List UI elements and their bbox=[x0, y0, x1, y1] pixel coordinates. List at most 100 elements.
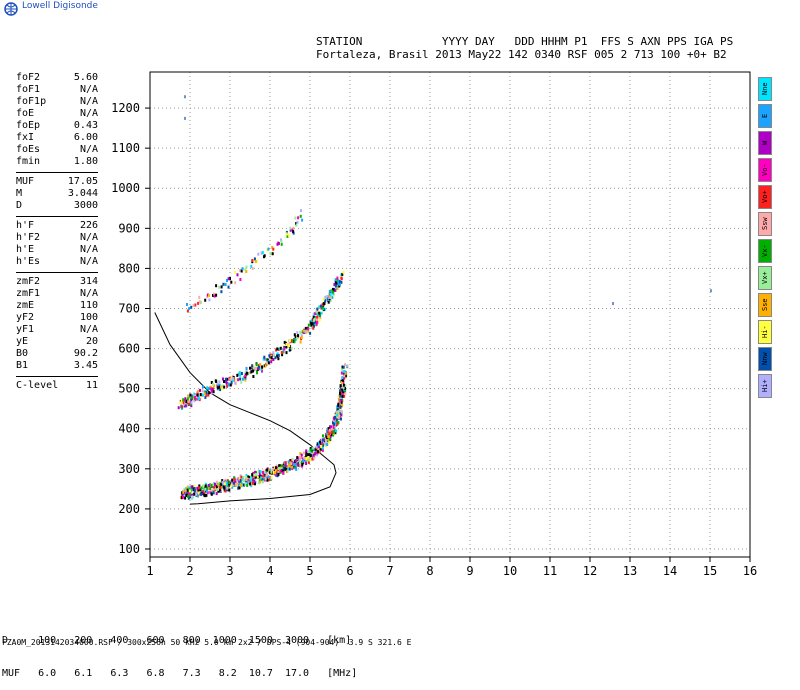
echo-point bbox=[227, 285, 230, 289]
echo-point bbox=[251, 473, 254, 477]
echo-point bbox=[280, 240, 283, 244]
echo-point bbox=[259, 480, 262, 484]
echo-point bbox=[240, 380, 243, 384]
echo-point bbox=[190, 398, 193, 402]
echo-point bbox=[185, 493, 188, 497]
echo-point bbox=[333, 417, 336, 421]
echo-point bbox=[177, 406, 180, 410]
echo-point bbox=[238, 482, 241, 486]
echo-point bbox=[204, 392, 207, 396]
echo-point bbox=[293, 338, 295, 342]
echo-point bbox=[342, 390, 345, 394]
y-tick-label: 300 bbox=[118, 462, 140, 476]
echo-point bbox=[249, 371, 251, 375]
param-name: zmE bbox=[16, 300, 35, 311]
echo-point bbox=[300, 335, 303, 339]
echo-point bbox=[275, 473, 278, 477]
echo-point bbox=[192, 485, 195, 489]
param-row: zmE 110 bbox=[16, 300, 98, 312]
echo-point bbox=[285, 468, 288, 472]
echo-point bbox=[336, 422, 339, 426]
echo-point bbox=[276, 352, 279, 356]
echo-point bbox=[223, 380, 225, 383]
echo-point bbox=[220, 482, 223, 486]
echo-point bbox=[307, 453, 310, 456]
echo-point bbox=[252, 375, 255, 378]
echo-point bbox=[322, 434, 324, 438]
echo-point bbox=[267, 475, 270, 479]
echo-point bbox=[196, 494, 199, 498]
echo-point bbox=[187, 397, 190, 401]
echo-point bbox=[250, 264, 253, 268]
echo-point bbox=[326, 295, 329, 298]
echo-point bbox=[213, 294, 216, 298]
echo-point bbox=[267, 359, 270, 363]
echo-point bbox=[218, 385, 221, 389]
echo-point bbox=[341, 365, 344, 369]
echo-point bbox=[289, 461, 291, 465]
echo-point bbox=[315, 445, 318, 449]
echo-point bbox=[316, 442, 319, 446]
echo-point bbox=[198, 295, 201, 299]
echo-point bbox=[333, 422, 336, 426]
echo-point bbox=[311, 457, 314, 461]
x-tick-label: 5 bbox=[306, 564, 313, 578]
echo-point bbox=[246, 480, 249, 484]
echo-point bbox=[214, 379, 217, 383]
echo-point bbox=[185, 489, 188, 493]
muf-table: D 100 200 400 600 800 1000 1500 3000 [km… bbox=[2, 613, 357, 690]
echo-point bbox=[249, 478, 252, 482]
echo-point bbox=[191, 395, 194, 399]
echo-point bbox=[265, 361, 268, 365]
echo-point bbox=[262, 470, 264, 474]
echo-point bbox=[332, 433, 335, 437]
echo-point bbox=[201, 486, 204, 490]
y-tick-label: 200 bbox=[118, 502, 140, 516]
echo-point bbox=[251, 364, 254, 368]
echo-point bbox=[251, 479, 254, 482]
echo-point bbox=[320, 445, 323, 449]
echo-point bbox=[346, 364, 349, 368]
echo-point bbox=[321, 303, 324, 307]
echo-point bbox=[334, 431, 337, 435]
echo-point bbox=[222, 282, 225, 286]
echo-point bbox=[291, 457, 294, 461]
echo-point bbox=[343, 376, 346, 380]
echo-point bbox=[252, 473, 255, 477]
echo-point bbox=[287, 460, 290, 464]
echo-point bbox=[215, 284, 218, 288]
echo-point bbox=[339, 394, 342, 398]
x-tick-label: 3 bbox=[226, 564, 233, 578]
x-tick-label: 15 bbox=[703, 564, 717, 578]
echo-point bbox=[342, 383, 345, 387]
echo-point bbox=[254, 260, 257, 264]
echo-point bbox=[204, 482, 207, 486]
echo-point bbox=[183, 487, 186, 491]
header-labels: STATION YYYY DAY DDD HHHM P1 FFS S AXN P… bbox=[316, 35, 734, 48]
y-tick-label: 400 bbox=[118, 422, 140, 436]
echo-point bbox=[254, 470, 257, 474]
echo-point bbox=[244, 483, 247, 486]
echo-point bbox=[264, 364, 267, 368]
echo-point bbox=[299, 330, 302, 334]
echo-point bbox=[300, 460, 303, 464]
echo-point bbox=[316, 320, 319, 324]
param-value: 6.00 bbox=[73, 132, 98, 143]
echo-point bbox=[213, 292, 216, 296]
echo-point bbox=[256, 259, 258, 263]
echo-point bbox=[221, 479, 224, 483]
legend-chip: Vo- bbox=[758, 158, 772, 182]
echo-point bbox=[309, 447, 312, 450]
header-values: Fortaleza, Brasil 2013 May22 142 0340 RS… bbox=[316, 48, 727, 61]
echo-point bbox=[273, 353, 276, 357]
echo-point bbox=[318, 318, 321, 322]
echo-point bbox=[204, 494, 207, 498]
param-value: N/A bbox=[79, 324, 98, 335]
echo-point bbox=[206, 489, 208, 493]
echo-point bbox=[328, 440, 331, 444]
echo-point bbox=[313, 324, 315, 328]
x-tick-label: 8 bbox=[426, 564, 433, 578]
echo-point bbox=[292, 226, 295, 230]
echo-point bbox=[313, 456, 316, 460]
echo-point bbox=[207, 393, 210, 397]
